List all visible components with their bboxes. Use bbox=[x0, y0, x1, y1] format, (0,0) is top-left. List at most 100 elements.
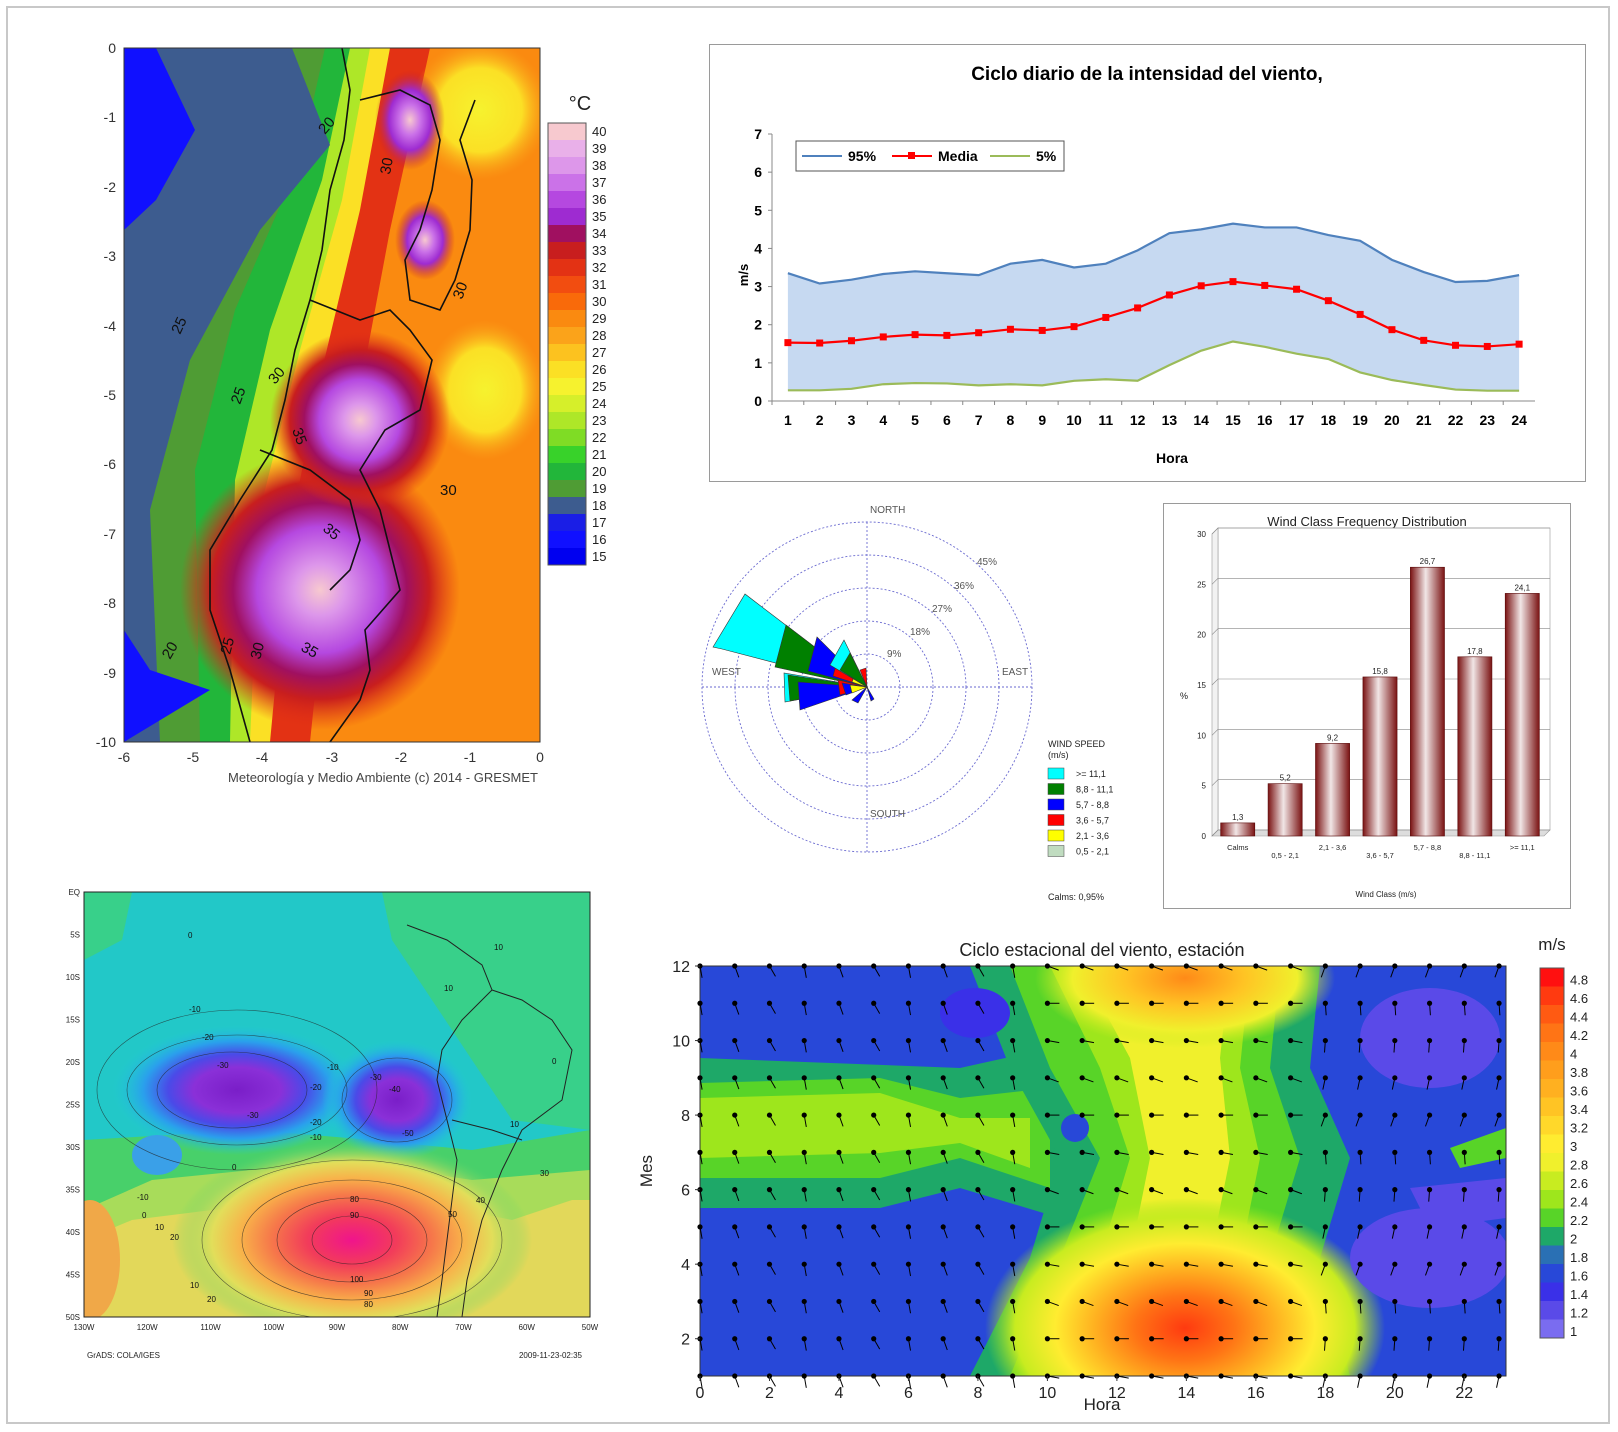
wind-vector-head bbox=[1496, 1149, 1502, 1155]
x-tick-label: 7 bbox=[975, 412, 983, 428]
colorbar-swatch bbox=[548, 123, 586, 140]
colorbar-label: 23 bbox=[592, 413, 606, 428]
rose-legend-label: 2,1 - 3,6 bbox=[1076, 831, 1109, 841]
legend-label-media: Media bbox=[938, 148, 978, 164]
x-tick-label: >= 11,1 bbox=[1510, 843, 1535, 852]
anomaly-field bbox=[84, 892, 590, 1317]
frequency-bar bbox=[1220, 822, 1256, 837]
wind-vector-head bbox=[1357, 1336, 1363, 1342]
x-tick-label: 21 bbox=[1416, 412, 1432, 428]
frequency-bar bbox=[1267, 783, 1303, 837]
wind-vector-head bbox=[1079, 1000, 1085, 1006]
contour-label: 40 bbox=[476, 1196, 485, 1205]
rose-legend-label: 5,7 - 8,8 bbox=[1076, 800, 1109, 810]
colorbar-label: 39 bbox=[592, 141, 606, 156]
wind-vector-head bbox=[1079, 1075, 1085, 1081]
wind-vector-head bbox=[1357, 1149, 1363, 1155]
contour-label: 50 bbox=[448, 1210, 457, 1219]
rose-legend-swatch bbox=[1047, 783, 1065, 795]
y-tick-label: 0 bbox=[754, 393, 762, 409]
wind-vector-head bbox=[905, 1112, 912, 1118]
wind-vector-head bbox=[1010, 1261, 1016, 1267]
media-point bbox=[879, 333, 887, 341]
y-tick-label: 2 bbox=[681, 1332, 690, 1349]
x-tick-label: 10 bbox=[1039, 1385, 1057, 1402]
colorbar-swatch bbox=[1540, 1282, 1564, 1301]
colorbar-label: 2.4 bbox=[1570, 1195, 1588, 1210]
wind-vector-head bbox=[1114, 1000, 1120, 1006]
y-tick-label: 5 bbox=[754, 202, 762, 218]
colorbar-swatch bbox=[1540, 986, 1564, 1005]
colorbar-label: 28 bbox=[592, 328, 606, 343]
anomaly-map-panel: 0 -10 -20 -30 -10 -20 -30 -40 -30 -20 -1… bbox=[66, 888, 599, 1360]
y-tick-label: 4 bbox=[681, 1257, 690, 1274]
bar-value-label: 15,8 bbox=[1372, 667, 1388, 676]
wind-vector-head bbox=[940, 963, 946, 969]
colorbar-swatch bbox=[548, 157, 586, 174]
colorbar-swatch bbox=[548, 327, 586, 344]
colorbar-swatch bbox=[1540, 1005, 1564, 1024]
wind-vector-head bbox=[1392, 1075, 1398, 1081]
colorbar-label: 36 bbox=[592, 192, 606, 207]
wind-vector-head bbox=[1114, 1224, 1120, 1230]
wind-vector-head bbox=[940, 1149, 946, 1155]
wind-vector-head bbox=[1322, 1037, 1328, 1044]
rose-ring-label: 27% bbox=[932, 604, 952, 615]
x-tick-label: 15 bbox=[1225, 412, 1241, 428]
wind-vector-head bbox=[905, 1298, 912, 1305]
wind-vector-head bbox=[1392, 1149, 1398, 1155]
wind-vector-head bbox=[1392, 1000, 1398, 1006]
rose-legend-title: WIND SPEED bbox=[1048, 739, 1106, 749]
wind-vector-head bbox=[1114, 1187, 1120, 1193]
colorbar-label: 4.4 bbox=[1570, 1010, 1588, 1025]
wind-vector-head bbox=[905, 1224, 912, 1230]
lat-tick-label: EQ bbox=[68, 888, 80, 897]
wind-rose-legend: WIND SPEED (m/s) >= 11,1 8,8 - 11,1 5,7 - … bbox=[1047, 739, 1113, 902]
media-point bbox=[1420, 336, 1428, 344]
wind-vector-head bbox=[1149, 1112, 1155, 1118]
x-tick-label: 9 bbox=[1038, 412, 1046, 428]
wind-vector-head bbox=[697, 1224, 703, 1230]
seasonal-x-label: Hora bbox=[1084, 1395, 1121, 1414]
wind-vector-head bbox=[1392, 1112, 1398, 1118]
wind-vector-head bbox=[732, 1000, 738, 1006]
colorbar-swatch bbox=[548, 191, 586, 208]
x-tick-label: -2 bbox=[395, 749, 408, 765]
colorbar-swatch bbox=[548, 293, 586, 310]
wind-vector-head bbox=[1218, 1149, 1224, 1155]
wind-vector-head bbox=[1183, 1112, 1189, 1118]
wind-vector-head bbox=[766, 1037, 773, 1044]
rose-direction-east: EAST bbox=[1002, 667, 1028, 678]
x-tick-label: 0 bbox=[696, 1385, 705, 1402]
lon-tick-label: 90W bbox=[329, 1323, 346, 1332]
contour-label: -30 bbox=[217, 1061, 229, 1070]
contour-label: 80 bbox=[350, 1195, 359, 1204]
wind-vector-head bbox=[1149, 1149, 1155, 1155]
wind-vector-head bbox=[1183, 1149, 1189, 1155]
seasonal-colorbar: 4.8 4.6 4.4 4.2 4 3.8 3.6 3.4 3.2 3 2.8 2.6 2.4 2.2 2 1… bbox=[1539, 967, 1588, 1339]
wind-vector-head bbox=[975, 1112, 981, 1118]
x-tick-label: 12 bbox=[1108, 1385, 1126, 1402]
media-point bbox=[1229, 278, 1237, 286]
wind-vector-head bbox=[1218, 1373, 1224, 1379]
wind-vector-head bbox=[975, 1187, 981, 1193]
wind-vector-head bbox=[871, 1075, 877, 1081]
bar-value-label: 17,8 bbox=[1467, 647, 1483, 656]
wind-vector-head bbox=[1426, 1037, 1433, 1044]
wind-vector-head bbox=[1426, 1261, 1433, 1267]
colorbar-label: 40 bbox=[592, 124, 606, 139]
temperature-contour-labels: 20 25 30 30 30 35 35 35 20 25 30 25 30 bbox=[159, 114, 472, 662]
temperature-map-frame bbox=[123, 47, 541, 743]
wind-vector-head bbox=[836, 1298, 842, 1305]
wind-vector-head bbox=[1496, 1075, 1502, 1081]
colorbar-swatch bbox=[1540, 1153, 1564, 1172]
wind-vector-head bbox=[1357, 963, 1363, 969]
y-tick-label: -3 bbox=[104, 248, 117, 264]
media-point bbox=[1261, 281, 1269, 289]
wind-vector-head bbox=[1322, 1336, 1328, 1342]
wind-vector-head bbox=[871, 1149, 877, 1155]
wind-vector-head bbox=[1149, 1261, 1155, 1267]
wind-vector-head bbox=[940, 1037, 946, 1044]
colorbar-label: 4 bbox=[1570, 1047, 1577, 1062]
colorbar-swatch bbox=[548, 531, 586, 548]
